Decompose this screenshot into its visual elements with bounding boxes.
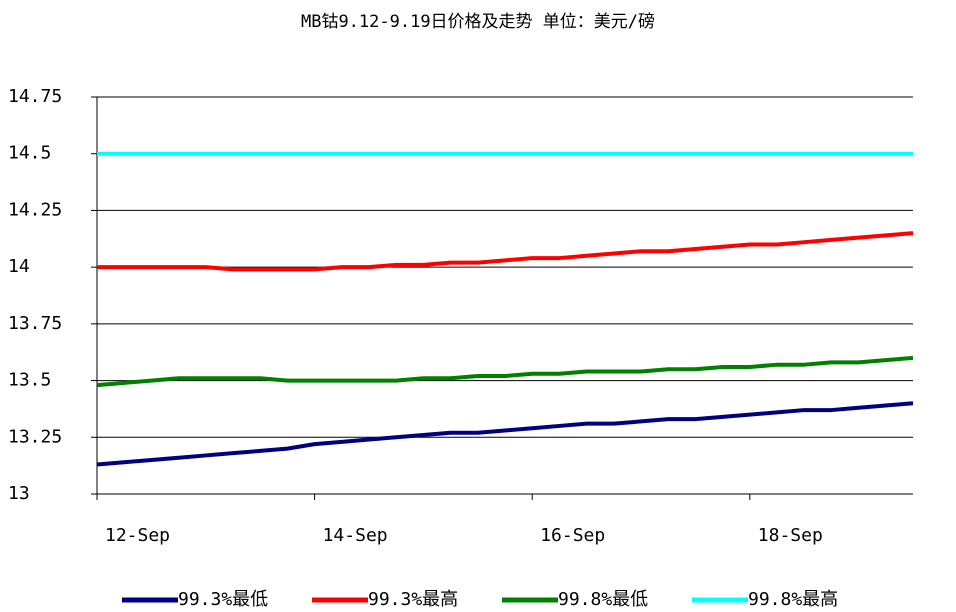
series-line	[97, 231, 914, 272]
y-tick-label: 14	[8, 256, 30, 277]
x-tick-label: 18-Sep	[758, 525, 823, 546]
chart-title: MB钴9.12-9.19日价格及走势 单位：美元/磅	[301, 12, 655, 32]
legend-label: 99.3%最低	[178, 589, 268, 610]
y-tick-label: 13.25	[8, 426, 62, 447]
y-tick-label: 14.5	[8, 143, 51, 164]
y-tick-label: 14.25	[8, 199, 62, 220]
series-line	[96, 401, 914, 467]
legend-label: 99.3%最高	[368, 589, 458, 610]
x-tick-label: 16-Sep	[540, 525, 605, 546]
legend-label: 99.8%最高	[748, 589, 838, 610]
y-tick-label: 13.75	[8, 313, 62, 334]
y-tick-label: 13	[8, 483, 30, 504]
series-line	[96, 355, 914, 388]
legend-label: 99.8%最低	[558, 589, 648, 610]
x-tick-label: 12-Sep	[105, 525, 170, 546]
y-tick-label: 14.75	[8, 86, 62, 107]
y-tick-label: 13.5	[8, 370, 51, 391]
x-tick-label: 14-Sep	[323, 525, 388, 546]
